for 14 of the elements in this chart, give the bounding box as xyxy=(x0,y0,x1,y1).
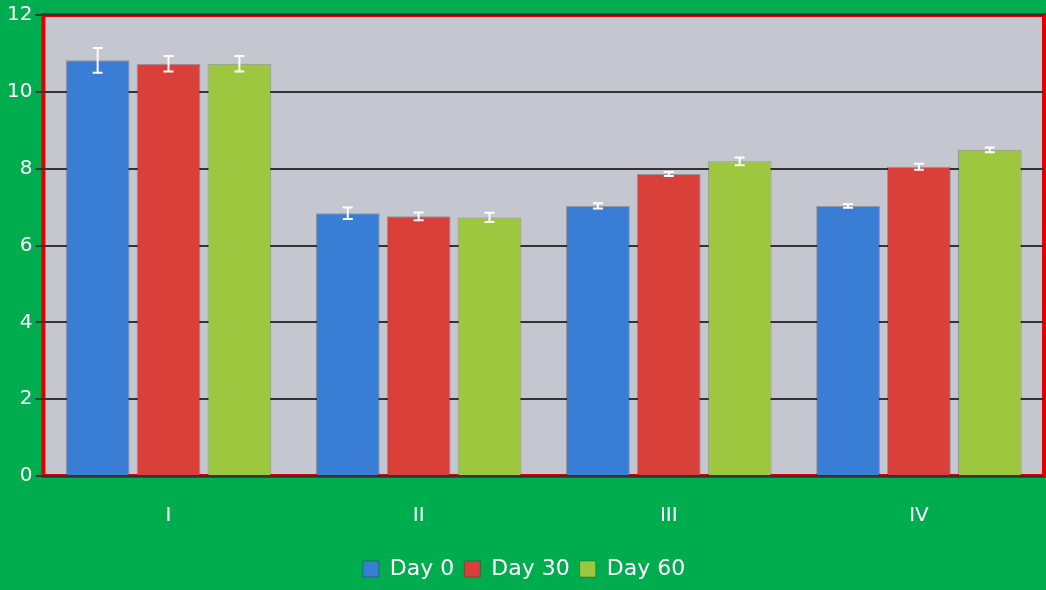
y-tick-label: 4 xyxy=(19,308,33,333)
x-tick-label: III xyxy=(659,502,678,527)
x-tick-label: II xyxy=(412,502,425,527)
x-tick-label: I xyxy=(165,502,172,527)
legend-label: Day 60 xyxy=(606,554,686,580)
legend-label: Day 0 xyxy=(389,554,455,580)
y-tick-label: 0 xyxy=(19,462,33,487)
y-tick-label: 8 xyxy=(19,154,33,179)
y-tick-label: 6 xyxy=(19,231,33,256)
y-tick-label: 12 xyxy=(7,1,33,26)
legend-label: Day 30 xyxy=(491,554,570,580)
y-tick-label: 2 xyxy=(19,385,33,410)
y-tick-label: 10 xyxy=(7,78,33,103)
x-tick-label: IV xyxy=(909,502,930,527)
